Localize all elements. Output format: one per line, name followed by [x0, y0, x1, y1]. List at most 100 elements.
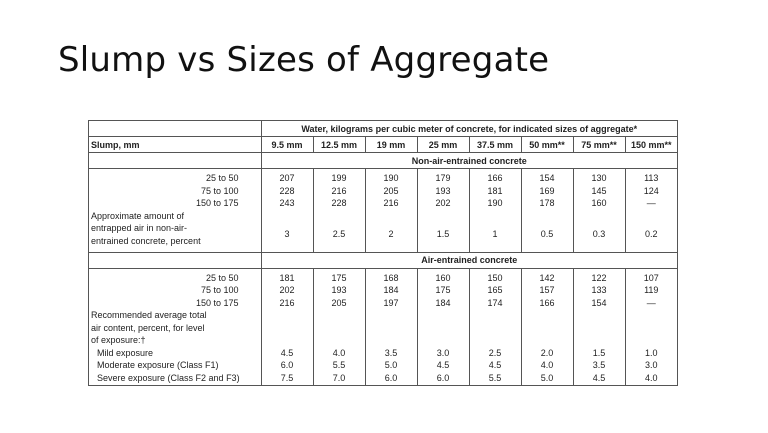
cell-value: 160	[591, 198, 607, 208]
cell-value: 154	[539, 173, 555, 183]
col-50: 142 157 166 2.0 4.0 5.0	[520, 268, 573, 385]
exposure-value: 5.5	[332, 360, 346, 371]
size-header: 9.5 mm	[260, 136, 313, 153]
col-75: 122 133 154 1.5 3.5 4.5	[572, 268, 625, 385]
cell-value: 169	[539, 185, 555, 196]
exposure-value: 7.0	[332, 372, 346, 383]
size-header: 150 mm**	[624, 136, 678, 153]
exposure-value: 6.0	[436, 372, 450, 383]
cell-value: 165	[487, 285, 503, 296]
exposure-note-line: of exposure:†	[91, 335, 146, 346]
cell-value: 178	[539, 198, 555, 208]
cell-value: 168	[383, 272, 399, 283]
col-150: 113 124 — 0.2	[624, 168, 678, 253]
cell-value: 190	[383, 173, 399, 183]
col-9-5: 181 202 216 4.5 6.0 7.5	[260, 268, 313, 385]
exposure-value: 4.5	[436, 360, 450, 371]
exposure-value: 6.0	[280, 360, 294, 371]
cell-value: 119	[644, 285, 659, 296]
cell-value: 130	[591, 173, 607, 183]
cell-value: 197	[383, 297, 399, 308]
exposure-note-line: air content, percent, for level	[91, 322, 205, 333]
cell-value: 150	[487, 272, 503, 283]
slump-value: 75 to 100	[200, 185, 239, 196]
air-value: 0.5	[540, 228, 554, 239]
cell-value: 205	[331, 297, 347, 308]
page-title: Slump vs Sizes of Aggregate	[58, 40, 550, 80]
section-blank-cell	[89, 252, 261, 269]
cell-value: 113	[644, 173, 659, 183]
header-main: Water, kilograms per cubic meter of conc…	[260, 121, 678, 137]
exposure-value: 3.0	[645, 360, 658, 371]
slump-value: 75 to 100	[200, 285, 239, 296]
cell-value: 243	[279, 198, 295, 208]
size-header: 50 mm**	[520, 136, 573, 153]
cell-value: 175	[331, 272, 347, 283]
exposure-value: 1.0	[645, 347, 658, 358]
exposure-value: 2.5	[488, 347, 502, 358]
cell-value: 190	[487, 198, 503, 208]
col-37-5: 150 165 174 2.5 4.5 5.5	[468, 268, 521, 385]
section-blank-cell	[89, 152, 261, 169]
size-header: 25 mm	[416, 136, 469, 153]
exposure-label: Mild exposure	[97, 347, 154, 358]
exposure-value: 4.5	[280, 347, 294, 358]
air-value: 0.2	[645, 228, 658, 239]
slump-header: Slump, mm	[89, 136, 261, 153]
cell-value: 205	[383, 185, 399, 196]
cell-value: 202	[435, 198, 451, 208]
cell-value: 142	[539, 272, 555, 283]
air-value: 1	[492, 228, 498, 239]
slump-value: 25 to 50	[205, 173, 239, 183]
aggregate-table: Water, kilograms per cubic meter of conc…	[88, 120, 678, 386]
col-12-5: 199 216 228 2.5	[312, 168, 365, 253]
section-title-non-air: Non-air-entrained concrete	[260, 152, 678, 169]
exposure-value: 3.5	[592, 360, 606, 371]
exposure-value: 5.0	[540, 372, 554, 383]
cell-value: 216	[279, 297, 295, 308]
section1-label-cell: 25 to 50 75 to 100 150 to 175 Approximat…	[89, 168, 261, 253]
water-content-table: Water, kilograms per cubic meter of conc…	[89, 121, 678, 385]
cell-value: 160	[435, 272, 451, 283]
cell-value: 166	[487, 173, 503, 183]
cell-value: 181	[279, 272, 295, 283]
cell-value: 154	[591, 297, 607, 308]
exposure-value: 4.0	[332, 347, 346, 358]
cell-value: 184	[383, 285, 399, 296]
cell-value: 184	[435, 297, 451, 308]
header-blank-cell	[89, 121, 261, 137]
air-value: 0.3	[592, 228, 606, 239]
cell-value: 193	[331, 285, 347, 296]
cell-value: 181	[487, 185, 503, 196]
size-header: 19 mm	[364, 136, 417, 153]
air-note-line: entrained concrete, percent	[91, 235, 201, 246]
cell-value: 124	[643, 185, 659, 196]
col-19: 168 184 197 3.5 5.0 6.0	[364, 268, 417, 385]
exposure-value: 4.5	[592, 372, 606, 383]
air-note-line: Approximate amount of	[91, 210, 185, 221]
col-9-5: 207 228 243 3	[260, 168, 313, 253]
size-header: 75 mm**	[572, 136, 625, 153]
air-note-line: entrapped air in non-air-	[91, 223, 188, 233]
cell-value: 175	[435, 285, 451, 296]
slump-value: 150 to 175	[195, 297, 239, 308]
cell-value: 133	[591, 285, 607, 296]
col-50: 154 169 178 0.5	[520, 168, 573, 253]
exposure-label: Severe exposure (Class F2 and F3)	[97, 372, 240, 383]
section2-label-cell: 25 to 50 75 to 100 150 to 175 Recommende…	[89, 268, 261, 385]
cell-value: 174	[487, 297, 503, 308]
cell-value: 207	[279, 173, 295, 183]
cell-value: 179	[435, 173, 451, 183]
slump-value: 25 to 50	[205, 272, 239, 283]
exposure-value: 3.0	[436, 347, 450, 358]
exposure-value: 1.5	[592, 347, 606, 358]
size-header: 12.5 mm	[312, 136, 365, 153]
col-19: 190 205 216 2	[364, 168, 417, 253]
cell-value: 145	[591, 185, 607, 196]
col-75: 130 145 160 0.3	[572, 168, 625, 253]
col-25: 179 193 202 1.5	[416, 168, 469, 253]
cell-value: 166	[539, 297, 555, 308]
section-title-air: Air-entrained concrete	[260, 252, 678, 269]
cell-value: 193	[435, 185, 451, 196]
cell-value: 122	[591, 272, 607, 283]
